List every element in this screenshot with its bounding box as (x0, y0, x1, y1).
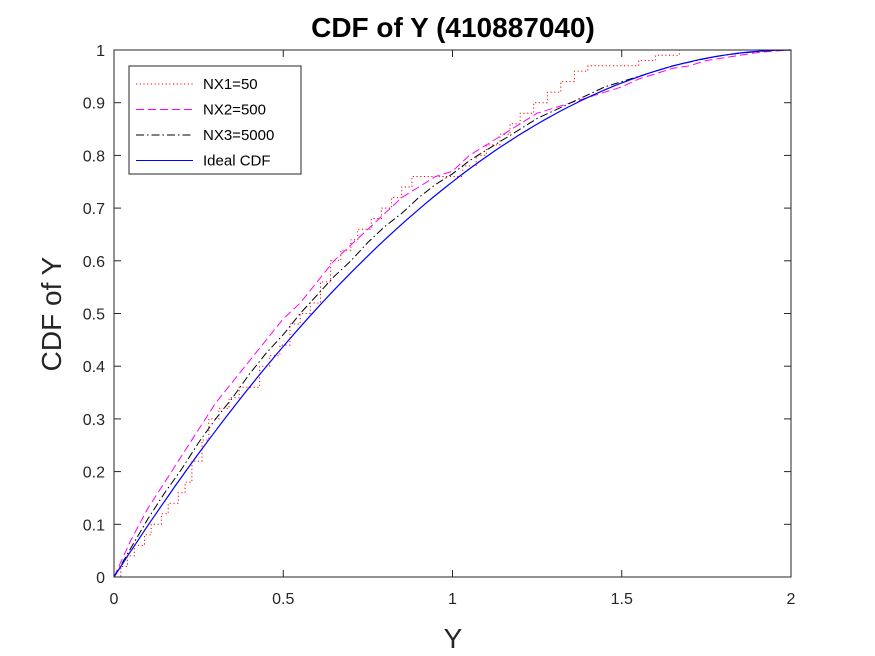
y-axis-label: CDF of Y (36, 256, 67, 371)
series-line-nx2-500 (113, 49, 792, 578)
y-tick-label: 0.1 (83, 517, 105, 534)
legend-box (128, 65, 302, 175)
x-tick-label: 0.5 (272, 591, 294, 608)
y-tick-label: 0.4 (83, 359, 105, 376)
x-tick-label: 1 (448, 591, 457, 608)
series-line-nx1-50 (114, 49, 791, 578)
series-line-ideal-cdf (113, 49, 792, 578)
y-tick-label: 0 (96, 570, 105, 587)
y-axis-ticks: 0 0.1 0.2 0.3 0.4 0.5 0.6 0.7 0.8 0.9 1 (83, 43, 791, 587)
legend-entry-label: NX2=500 (203, 102, 266, 119)
chart-title: CDF of Y (410887040) (311, 12, 595, 43)
legend-entry-label: Ideal CDF (203, 153, 271, 170)
axes-box (113, 49, 792, 578)
y-tick-label: 0.7 (83, 201, 105, 218)
y-tick-label: 1 (96, 43, 105, 60)
y-tick-label: 0.2 (83, 465, 105, 482)
legend-entry-label: NX1=50 (203, 76, 258, 93)
legend-entry-label: NX3=5000 (203, 127, 274, 144)
x-axis-ticks: 0 0.5 1 1.5 2 (110, 50, 796, 608)
series-layer (113, 49, 792, 578)
x-tick-label: 1.5 (611, 591, 633, 608)
y-tick-label: 0.3 (83, 412, 105, 429)
y-tick-label: 0.9 (83, 96, 105, 113)
x-tick-label: 2 (787, 591, 796, 608)
legend: NX1=50 NX2=500 NX3=5000 Ideal CDF (128, 65, 302, 175)
x-tick-label: 0 (110, 591, 119, 608)
y-tick-label: 0.8 (83, 148, 105, 165)
x-axis-label: Y (444, 623, 463, 654)
series-line-nx3-5000 (113, 49, 792, 578)
y-tick-label: 0.6 (83, 254, 105, 271)
y-tick-label: 0.5 (83, 307, 105, 324)
